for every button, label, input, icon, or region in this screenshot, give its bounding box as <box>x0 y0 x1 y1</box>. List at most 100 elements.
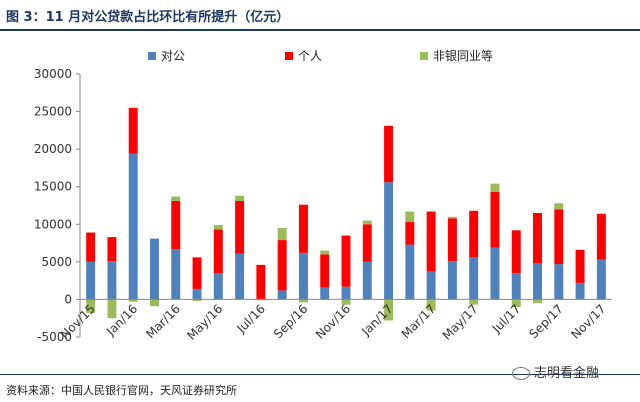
legend-label: 个人 <box>298 49 322 63</box>
x-tick-label: Mar/16 <box>143 302 183 342</box>
legend-label: 对公 <box>161 49 185 63</box>
bar-segment-nonbank <box>426 299 436 311</box>
bar-segment-corporate <box>490 247 500 300</box>
bar-segment-corporate <box>405 244 415 300</box>
bar-segment-corporate <box>554 264 564 300</box>
bar-segment-individual <box>86 232 96 262</box>
bar-segment-nonbank <box>298 299 308 303</box>
bar-segment-nonbank <box>320 250 330 255</box>
x-tick-label: Nov/17 <box>568 302 608 342</box>
bar-segment-individual <box>256 264 266 300</box>
bar-segment-nonbank <box>405 211 415 223</box>
bar-segment-corporate <box>362 261 372 300</box>
bar-segment-individual <box>171 200 181 250</box>
bar-segment-nonbank <box>447 216 457 219</box>
bar-segment-corporate <box>469 257 479 300</box>
x-tick-label: Jul/17 <box>489 302 524 337</box>
bar-segment-corporate <box>320 287 330 300</box>
y-tick-label: 5000 <box>41 255 72 269</box>
x-tick-label: Nov/15 <box>58 302 98 342</box>
bar-segment-corporate <box>384 182 394 300</box>
bar-segment-nonbank <box>362 220 372 225</box>
bar-segment-corporate <box>107 261 117 300</box>
bar-segment-nonbank <box>384 299 394 321</box>
x-tick-label: Sep/17 <box>526 302 566 342</box>
bar-segment-nonbank <box>213 225 223 230</box>
x-tick-label: Nov/16 <box>313 302 353 342</box>
wechat-icon <box>512 367 530 380</box>
bar-segment-nonbank <box>171 196 181 201</box>
bar-segment-nonbank <box>341 299 351 305</box>
bar-segment-nonbank <box>128 299 138 302</box>
x-tick-label: Mar/17 <box>399 302 439 342</box>
bar-segment-corporate <box>128 153 138 300</box>
bar-segment-individual <box>277 240 287 291</box>
x-tick-label: Sep/16 <box>271 302 311 342</box>
bar-segment-individual <box>554 209 564 265</box>
watermark: 志明看金融 <box>512 362 599 381</box>
bar-segment-individual <box>490 191 500 248</box>
bar-segment-individual <box>320 254 330 288</box>
bar-segment-individual <box>192 257 202 289</box>
y-tick-label: 20000 <box>34 142 72 156</box>
bar-segment-corporate <box>447 261 457 300</box>
bar-segment-individual <box>575 249 585 283</box>
y-tick-label: 10000 <box>34 217 72 231</box>
bar-segment-corporate <box>150 238 159 300</box>
bar-segment-individual <box>341 235 351 287</box>
bar-segment-individual <box>533 213 542 264</box>
bar-segment-corporate <box>213 273 223 300</box>
footer-divider <box>0 374 640 375</box>
y-tick-label: 25000 <box>34 105 72 119</box>
bar-segment-nonbank <box>107 299 117 319</box>
bar-segment-individual <box>469 210 479 258</box>
bar-segment-corporate <box>171 249 181 300</box>
bar-segment-individual <box>298 204 308 253</box>
bar-segment-individual <box>511 230 521 274</box>
bar-segment-corporate <box>298 252 308 300</box>
bar-segment-individual <box>596 213 606 260</box>
title-divider <box>0 29 640 31</box>
bar-segment-corporate <box>86 261 96 300</box>
y-tick-label: 30000 <box>34 67 72 81</box>
legend-swatch <box>285 52 293 60</box>
watermark-text: 志明看金融 <box>534 366 600 381</box>
bar-segment-corporate <box>235 253 245 300</box>
bar-segment-nonbank <box>277 228 287 241</box>
bar-segment-nonbank <box>192 299 202 301</box>
bar-segment-corporate <box>575 282 585 300</box>
chart-legend: 对公 个人 非银同业等 <box>148 49 493 63</box>
bar-segment-nonbank <box>554 203 564 210</box>
legend-swatch <box>148 52 156 60</box>
bar-segment-nonbank <box>86 299 96 313</box>
chart-title: 图 3：11 月对公贷款占比环比有所提升（亿元） <box>6 10 290 25</box>
legend-label: 非银同业等 <box>433 49 493 63</box>
bar-segment-corporate <box>596 259 606 300</box>
source-note: 资料来源：中国人民银行官网，天风证券研究所 <box>6 384 237 397</box>
x-axis: Nov/15 Jan/16 Mar/16 May/16 Jul/16 Sep/16 Nov/… <box>58 298 612 343</box>
bar-segment-corporate <box>533 263 542 300</box>
bar-segment-individual <box>362 224 372 262</box>
x-tick-label: May/16 <box>184 302 225 343</box>
bar-segment-nonbank <box>469 299 479 305</box>
figure-header: 图 3：11 月对公贷款占比环比有所提升（亿元） <box>0 0 640 31</box>
bar-segment-nonbank <box>533 299 542 304</box>
bar-series-group <box>86 107 606 321</box>
bar-segment-individual <box>107 237 117 262</box>
y-tick-label: -5000 <box>37 330 72 344</box>
bar-segment-nonbank <box>511 299 521 307</box>
y-axis: -5000 0 5000 10000 15000 20000 25000 30000 <box>34 67 81 344</box>
bar-segment-individual <box>235 200 245 254</box>
bar-segment-corporate <box>341 286 351 300</box>
y-tick-label: 15000 <box>34 180 72 194</box>
bar-segment-individual <box>128 107 138 154</box>
y-tick-label: 0 <box>64 292 72 306</box>
bar-segment-individual <box>213 229 223 274</box>
bar-segment-corporate <box>511 273 521 300</box>
bar-segment-individual <box>426 211 436 272</box>
bar-segment-nonbank <box>490 183 500 192</box>
bar-segment-corporate <box>192 288 202 300</box>
bar-segment-individual <box>447 218 457 262</box>
legend-swatch <box>420 52 428 60</box>
bar-segment-corporate <box>277 290 287 300</box>
